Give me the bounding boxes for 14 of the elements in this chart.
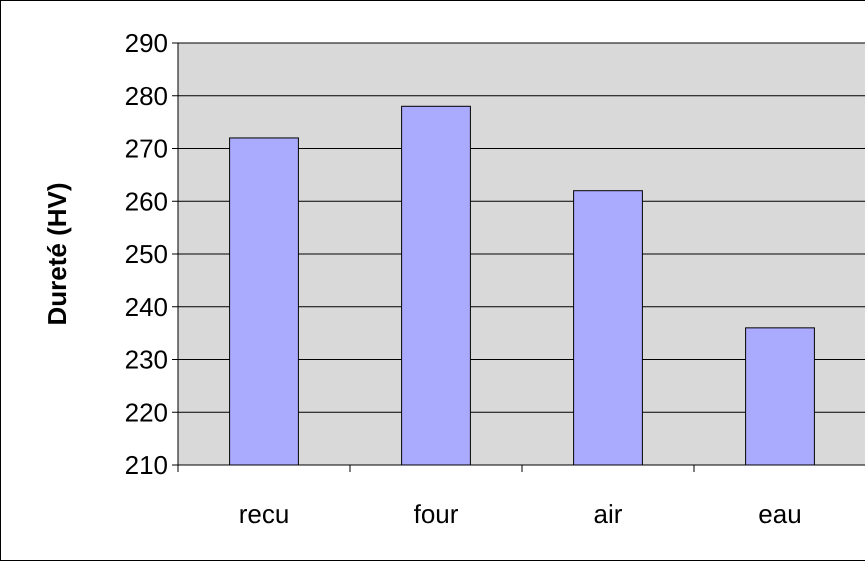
y-axis-title: Dureté (HV) bbox=[42, 182, 72, 326]
x-tick-label: four bbox=[414, 499, 459, 529]
y-tick-label: 270 bbox=[124, 134, 168, 164]
x-tick-label: eau bbox=[758, 499, 802, 529]
x-tick-label: air bbox=[594, 499, 623, 529]
y-tick-label: 210 bbox=[124, 450, 168, 480]
y-tick-label: 240 bbox=[124, 292, 168, 322]
y-tick-label: 220 bbox=[124, 397, 168, 428]
y-tick-label: 230 bbox=[124, 344, 168, 375]
y-tick-label: 260 bbox=[124, 186, 168, 216]
x-tick-label: recu bbox=[238, 499, 290, 529]
y-tick-label: 290 bbox=[124, 28, 168, 58]
y-tick-label: 250 bbox=[124, 239, 168, 270]
y-tick-label: 280 bbox=[124, 80, 168, 111]
